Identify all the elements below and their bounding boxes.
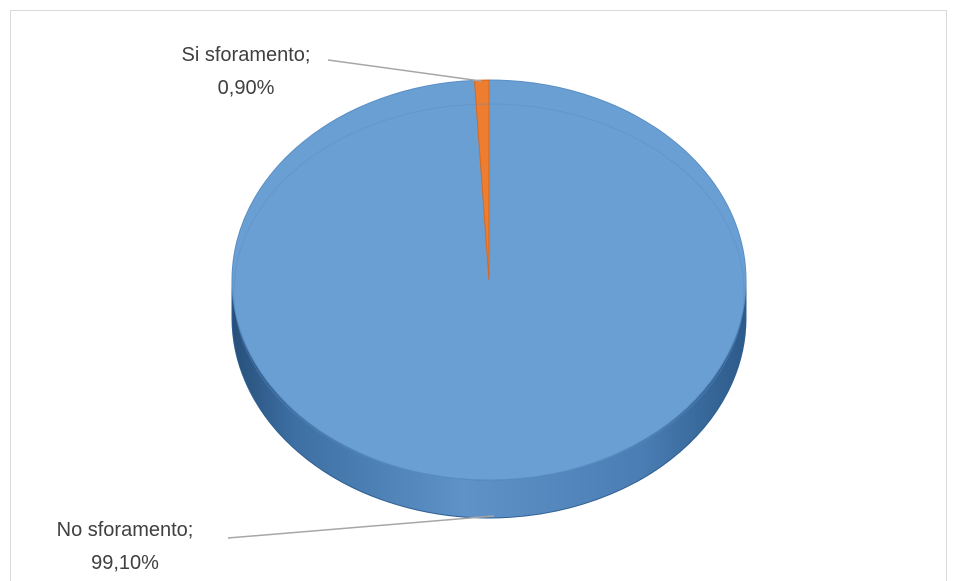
pie-top-rim <box>233 103 745 481</box>
label-group: No sforamento; 99,10% Si sforamento; 0,90% <box>57 44 495 574</box>
data-label-name-si-sforamento: Si sforamento; <box>182 44 311 66</box>
pie-group <box>231 79 747 519</box>
leader-line-si-sforamento <box>327 59 482 82</box>
data-label-value-no-sforamento: 99,10% <box>91 552 159 574</box>
data-label-value-si-sforamento: 0,90% <box>218 77 275 99</box>
chart-border <box>10 10 947 581</box>
leader-line-no-sforamento <box>227 515 495 539</box>
data-label-name-no-sforamento: No sforamento; <box>57 519 194 541</box>
